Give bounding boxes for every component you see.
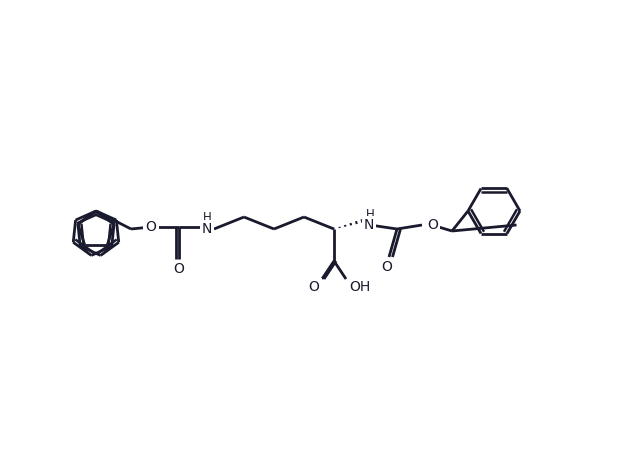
Text: N: N: [364, 218, 374, 232]
Text: H: H: [203, 211, 211, 224]
Text: O: O: [308, 280, 319, 294]
Text: H: H: [366, 208, 375, 221]
Text: O: O: [427, 218, 438, 232]
Text: N: N: [202, 222, 212, 236]
Text: O: O: [173, 262, 184, 276]
Text: OH: OH: [349, 280, 371, 294]
Text: O: O: [145, 220, 156, 234]
Text: O: O: [381, 260, 392, 274]
